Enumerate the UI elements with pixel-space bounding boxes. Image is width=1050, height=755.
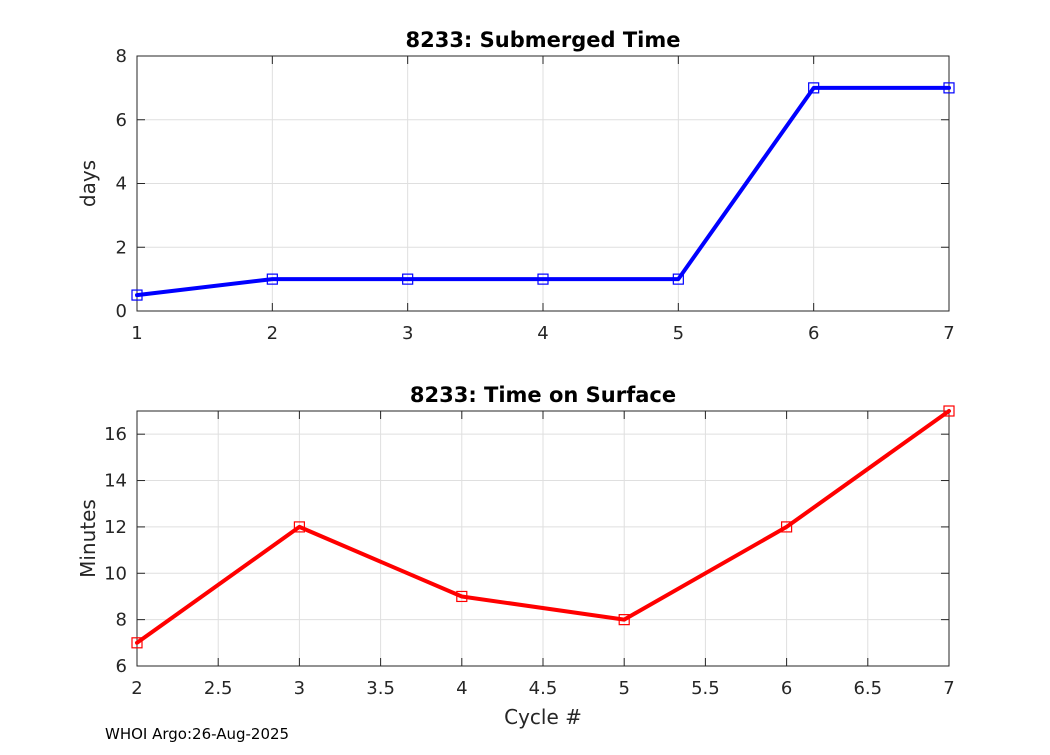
x-tick-label: 5.5 xyxy=(691,678,720,699)
x-tick-label: 7 xyxy=(943,323,954,344)
x-tick-label: 4 xyxy=(537,323,548,344)
x-tick-label: 3 xyxy=(402,323,413,344)
chart-title: 8233: Time on Surface xyxy=(410,383,676,407)
data-point-marker xyxy=(618,614,630,626)
y-tick-label: 8 xyxy=(116,610,127,631)
data-point-marker xyxy=(293,521,305,533)
y-tick-label: 4 xyxy=(116,174,127,195)
x-tick-label: 6 xyxy=(808,323,819,344)
x-axis-label: Cycle # xyxy=(504,705,582,729)
x-tick-label: 2 xyxy=(131,678,142,699)
y-axis-label: Minutes xyxy=(76,499,100,578)
chart-title: 8233: Submerged Time xyxy=(405,28,680,52)
y-tick-label: 10 xyxy=(104,563,127,584)
y-tick-label: 16 xyxy=(104,424,127,445)
data-point-marker xyxy=(943,405,955,417)
data-point-marker xyxy=(402,273,414,285)
x-tick-label: 1 xyxy=(131,323,142,344)
y-tick-label: 14 xyxy=(104,471,127,492)
x-tick-label: 4.5 xyxy=(529,678,558,699)
series-line xyxy=(135,85,951,298)
x-tick-label: 2.5 xyxy=(204,678,233,699)
data-point-marker xyxy=(456,590,468,603)
x-tick-label: 4 xyxy=(456,678,467,699)
x-tick-label: 6 xyxy=(781,678,792,699)
data-point-marker xyxy=(131,637,143,649)
x-tick-label: 3 xyxy=(294,678,305,699)
y-tick-label: 6 xyxy=(116,656,127,677)
y-tick-label: 12 xyxy=(104,517,127,538)
footer-credit: WHOI Argo:26-Aug-2025 xyxy=(105,725,290,743)
data-point-marker xyxy=(943,82,955,94)
data-point-marker xyxy=(780,521,793,533)
chart-2: 2 2.5 3 3.5 4 4.5 5 5.5 6 6.5 7 6 8 10 12 14 16 8233: Tim… xyxy=(76,383,955,729)
y-axis-label: days xyxy=(76,160,100,207)
data-point-marker xyxy=(266,273,278,285)
y-tick-label: 6 xyxy=(116,110,127,131)
y-tick-label: 0 xyxy=(116,301,127,322)
data-point-marker xyxy=(537,273,549,285)
x-tick-label: 7 xyxy=(943,678,954,699)
data-point-marker xyxy=(808,82,820,94)
x-tick-label: 6.5 xyxy=(853,678,882,699)
x-tick-label: 3.5 xyxy=(366,678,395,699)
x-tick-label: 2 xyxy=(267,323,278,344)
x-tick-label: 5 xyxy=(618,678,629,699)
y-tick-label: 2 xyxy=(116,237,127,258)
series-line xyxy=(135,409,951,645)
chart-1: 1 2 3 4 5 6 7 0 2 4 6 8 8233: Submerged Time days xyxy=(76,28,955,344)
y-tick-label: 8 xyxy=(116,46,127,67)
x-tick-label: 5 xyxy=(673,323,684,344)
data-point-marker xyxy=(131,289,143,301)
data-point-marker xyxy=(672,273,684,285)
